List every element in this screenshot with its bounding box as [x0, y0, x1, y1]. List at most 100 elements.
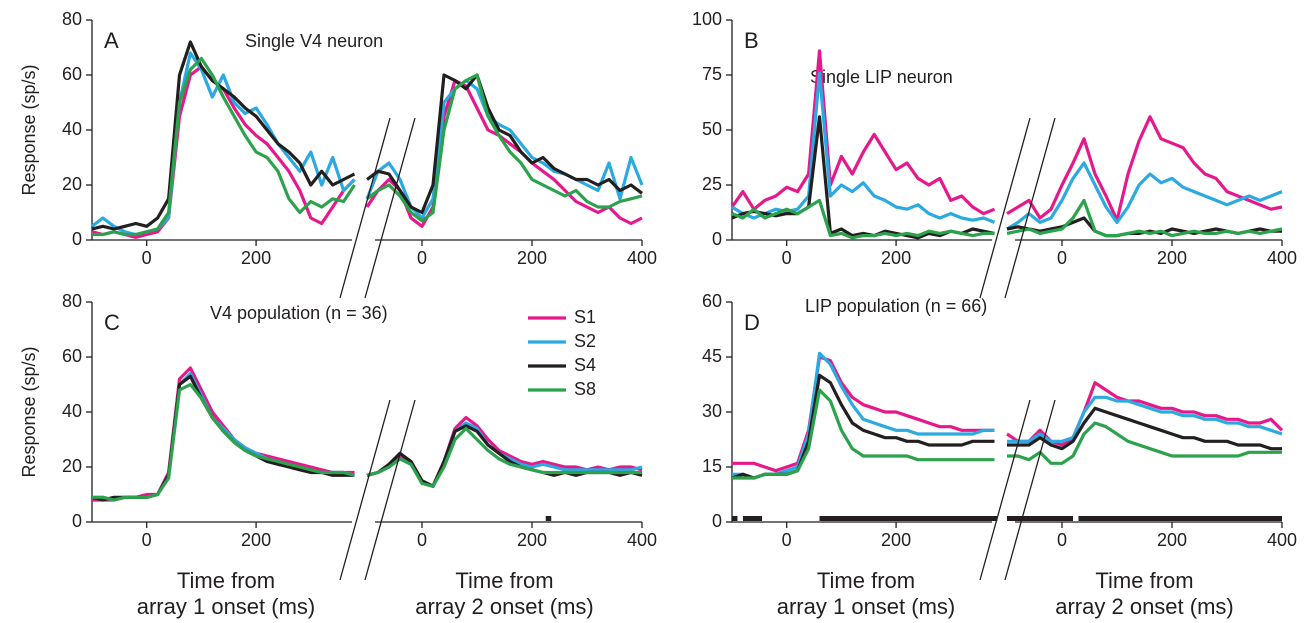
series-line	[730, 49, 996, 216]
series-line	[1007, 395, 1283, 443]
annotation: Single LIP neuron	[810, 67, 953, 87]
y-tick-label: 60	[62, 346, 82, 366]
x-tick-label: 0	[417, 530, 427, 550]
series-line	[366, 73, 643, 223]
axis-break	[364, 399, 416, 581]
series-line	[732, 388, 995, 480]
x-axis-label: array 1 onset (ms)	[137, 594, 316, 619]
x-axis-label: Time from	[817, 568, 915, 593]
legend-label: S8	[574, 379, 596, 399]
significance-bar	[732, 516, 738, 521]
series-line	[91, 65, 356, 239]
x-tick-label: 0	[142, 530, 152, 550]
series-line	[1006, 381, 1284, 447]
series-line	[91, 51, 356, 237]
legend-label: S2	[574, 331, 596, 351]
series-line	[91, 374, 355, 502]
significance-bar	[1078, 516, 1282, 521]
significance-bar	[1007, 516, 1073, 521]
x-axis-label: Time from	[1095, 568, 1193, 593]
panel-label: C	[104, 310, 120, 335]
series-line	[91, 40, 356, 231]
series-line	[92, 371, 355, 502]
x-tick-label: 400	[1267, 530, 1297, 550]
x-tick-label: 0	[142, 248, 152, 268]
series-line	[365, 78, 644, 220]
y-tick-label: 60	[702, 291, 722, 311]
significance-bar	[742, 516, 763, 521]
annotation: LIP population (n = 66)	[805, 296, 987, 316]
y-tick-label: 15	[702, 456, 722, 476]
x-tick-label: 200	[1157, 248, 1187, 268]
series-line	[1006, 115, 1283, 222]
x-tick-label: 200	[1157, 530, 1187, 550]
legend-label: S4	[574, 355, 596, 375]
axis-break	[364, 117, 416, 299]
series-line	[732, 355, 995, 473]
y-tick-label: 100	[692, 9, 722, 29]
x-axis-label: array 2 onset (ms)	[1055, 594, 1234, 619]
x-tick-label: 200	[881, 248, 911, 268]
series-line	[366, 415, 643, 488]
series-line	[1006, 161, 1283, 231]
y-tick-label: 75	[702, 64, 722, 84]
x-tick-label: 0	[1057, 248, 1067, 268]
significance-bar	[819, 516, 998, 521]
series-line	[366, 73, 643, 215]
panel-label: A	[104, 28, 119, 53]
axis-break	[339, 399, 391, 581]
x-tick-label: 200	[881, 530, 911, 550]
series-line	[1007, 406, 1282, 451]
x-tick-label: 0	[417, 248, 427, 268]
y-tick-label: 45	[702, 346, 722, 366]
y-tick-label: 0	[72, 229, 82, 249]
y-tick-label: 0	[712, 229, 722, 249]
y-tick-label: 25	[702, 174, 722, 194]
series-line	[731, 198, 995, 240]
x-tick-label: 400	[1267, 248, 1297, 268]
x-tick-label: 400	[627, 530, 657, 550]
y-tick-label: 80	[62, 9, 82, 29]
x-tick-label: 200	[241, 530, 271, 550]
series-line	[731, 115, 995, 240]
y-tick-label: 0	[72, 511, 82, 531]
panel-label: B	[744, 28, 759, 53]
y-tick-label: 40	[62, 119, 82, 139]
series-line	[1007, 421, 1282, 465]
significance-bar	[545, 516, 552, 521]
x-tick-label: 200	[517, 530, 547, 550]
y-axis-label: Response (sp/s)	[19, 64, 39, 195]
y-tick-label: 30	[702, 401, 722, 421]
series-line	[1006, 198, 1283, 238]
x-axis-label: array 2 onset (ms)	[415, 594, 594, 619]
series-line	[92, 366, 355, 502]
y-axis-label: Response (sp/s)	[19, 346, 39, 477]
x-axis-label: Time from	[455, 568, 553, 593]
series-line	[365, 78, 643, 228]
annotation: V4 population (n = 36)	[210, 303, 388, 323]
x-tick-label: 0	[782, 248, 792, 268]
panel-label: D	[744, 310, 760, 335]
y-tick-label: 20	[62, 456, 82, 476]
series-line	[731, 71, 996, 224]
x-axis-label: array 1 onset (ms)	[777, 594, 956, 619]
y-tick-label: 0	[712, 511, 722, 531]
axis-break	[1004, 399, 1056, 581]
axis-break	[339, 117, 391, 299]
axis-break	[979, 117, 1031, 299]
series-line	[366, 424, 643, 488]
y-tick-label: 60	[62, 64, 82, 84]
x-tick-label: 0	[1057, 530, 1067, 550]
series-line	[92, 56, 356, 237]
series-line	[366, 426, 642, 488]
x-tick-label: 200	[241, 248, 271, 268]
x-tick-label: 0	[782, 530, 792, 550]
legend-label: S1	[574, 307, 596, 327]
annotation: Single V4 neuron	[245, 31, 383, 51]
x-axis-label: Time from	[177, 568, 275, 593]
series-line	[366, 421, 643, 488]
axis-break	[1004, 117, 1056, 299]
axis-break	[979, 399, 1031, 581]
y-tick-label: 50	[702, 119, 722, 139]
